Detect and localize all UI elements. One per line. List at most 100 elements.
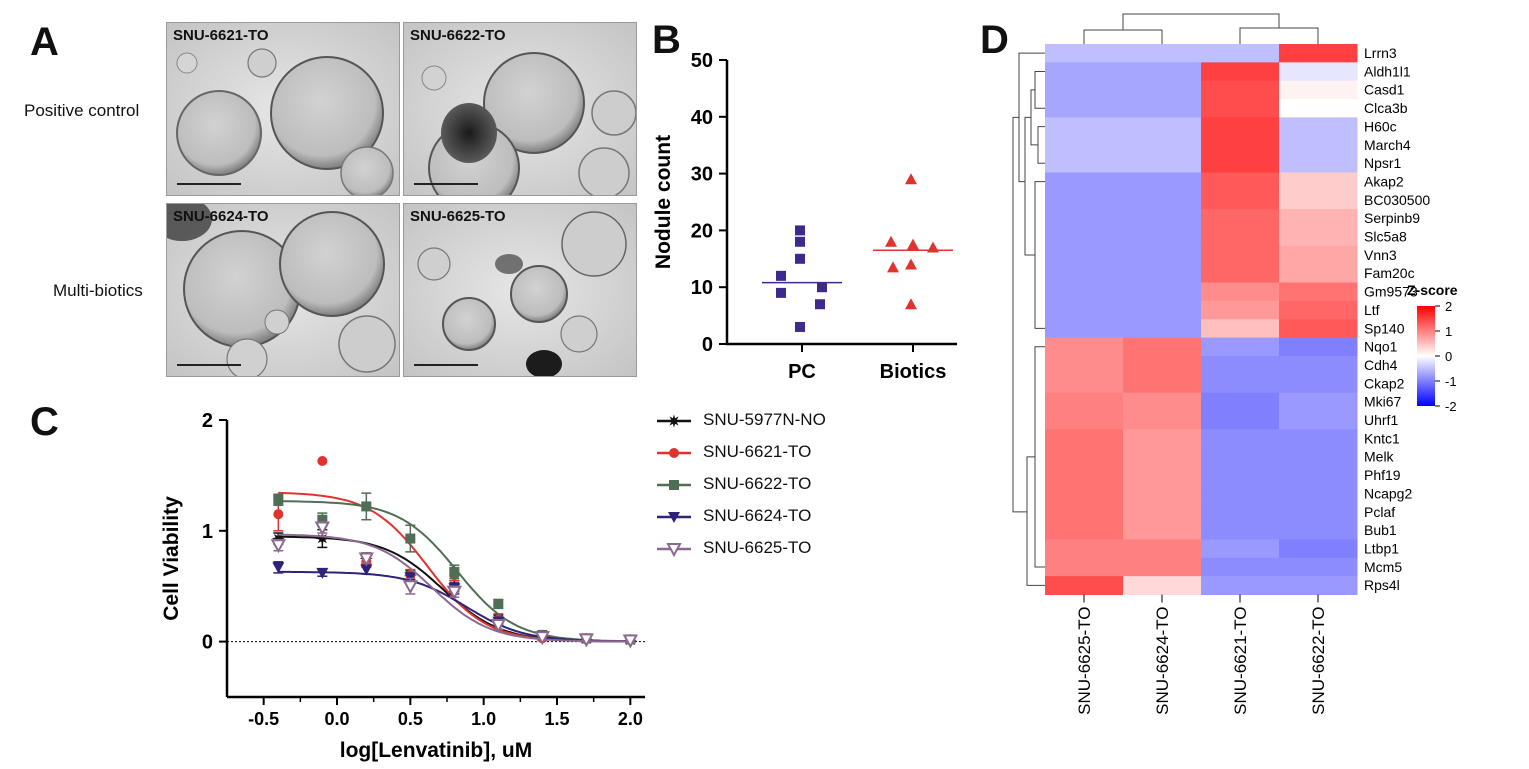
micrograph-snu-6624: SNU-6624-TO — [166, 203, 400, 377]
heatmap-cell — [1279, 44, 1358, 63]
heatmap-cell — [1279, 466, 1358, 485]
x-tick-label: 0.0 — [324, 709, 349, 729]
heatmap-cell — [1279, 80, 1358, 100]
x-tick-label: PC — [788, 361, 816, 383]
organoid-image — [404, 204, 636, 376]
heatmap-cell — [1123, 337, 1202, 357]
data-point — [360, 564, 373, 576]
legend-label: SNU-5977N-NO — [703, 410, 826, 429]
series-snu-6625-to — [270, 521, 639, 649]
heatmap-cell — [1045, 429, 1124, 449]
heatmap-cell — [1123, 392, 1202, 412]
data-point — [578, 633, 595, 648]
data-point — [667, 414, 681, 428]
row-label: Npsr1 — [1364, 155, 1402, 171]
heatmap-cell — [1279, 576, 1358, 595]
heatmap-cell — [1045, 502, 1124, 522]
heatmap-cell — [1045, 374, 1124, 394]
heatmap-cell — [1279, 484, 1358, 504]
heatmap-cell — [1279, 117, 1358, 137]
heatmap-cell — [1045, 466, 1124, 485]
heatmap-cell — [1279, 227, 1358, 247]
legend-tick-label: 0 — [1445, 349, 1452, 364]
data-point — [907, 238, 919, 250]
data-point — [795, 236, 805, 247]
row-label: Lrrn3 — [1364, 45, 1397, 61]
heatmap-cell — [1201, 539, 1280, 559]
heatmap-cell — [1279, 502, 1358, 522]
series-snu-6621-to — [273, 455, 636, 645]
heatmap-cell — [1123, 154, 1202, 173]
heatmap-cell — [1045, 319, 1124, 339]
heatmap-cell — [1279, 209, 1358, 228]
heatmap-cell — [1045, 521, 1124, 540]
organoid-image — [167, 23, 399, 195]
legend-swatch — [657, 414, 691, 428]
heatmap-cell — [1123, 411, 1202, 430]
heatmap-cell — [1045, 62, 1124, 82]
data-point — [905, 258, 917, 270]
data-point — [534, 631, 551, 646]
heatmap-cell — [1123, 300, 1202, 320]
data-point — [493, 598, 504, 609]
heatmap-cell — [1123, 521, 1202, 540]
heatmap-cell — [1045, 447, 1124, 467]
heatmap-cell — [1201, 466, 1280, 485]
heatmap-cell — [1123, 502, 1202, 522]
x-tick-label: 1.5 — [544, 709, 569, 729]
data-point — [666, 543, 682, 558]
legend-label: SNU-6625-TO — [703, 538, 812, 557]
data-point — [669, 480, 679, 490]
y-tick-label: 20 — [691, 220, 713, 242]
data-point — [776, 287, 786, 298]
heatmap-cell — [1279, 337, 1358, 357]
heatmap-cell — [1201, 264, 1280, 284]
data-point — [316, 567, 329, 579]
heatmap-cell — [1045, 576, 1124, 595]
heatmap-cell — [1279, 319, 1358, 339]
legend-label: SNU-6622-TO — [703, 474, 812, 493]
heatmap-cell — [1045, 117, 1124, 137]
heatmap-cell — [1123, 374, 1202, 394]
y-tick-label: 10 — [691, 277, 713, 299]
row-dendrogram — [1018, 52, 1045, 183]
data-point — [449, 566, 460, 577]
y-tick-label: 2 — [202, 410, 213, 432]
row-label: Clca3b — [1364, 100, 1408, 116]
data-point — [446, 585, 463, 600]
micrograph-snu-6625: SNU-6625-TO — [403, 203, 637, 377]
data-point — [273, 509, 284, 520]
row-dendrogram — [1024, 116, 1035, 256]
legend-swatch — [657, 512, 691, 523]
row-label: Bub1 — [1364, 522, 1397, 538]
y-tick-label: 50 — [691, 50, 713, 72]
heatmap-cell — [1123, 99, 1202, 118]
heatmap-cell — [1123, 80, 1202, 100]
heatmap-cell — [1123, 117, 1202, 137]
heatmap-cell — [1045, 154, 1124, 173]
heatmap-cell — [1123, 447, 1202, 467]
scale-bar — [414, 183, 478, 185]
row-dendrogram — [1012, 116, 1027, 513]
heatmap-cell — [1279, 190, 1358, 210]
row-label: Vnn3 — [1364, 247, 1397, 263]
column-label: SNU-6625-TO — [1075, 607, 1094, 715]
y-axis-label: Nodule count — [652, 135, 675, 269]
heatmap-cell — [1201, 154, 1280, 173]
heatmap-cell — [1045, 337, 1124, 357]
legend-title: Z-score — [1407, 282, 1458, 298]
row-label: Mki67 — [1364, 394, 1402, 410]
row-label: Slc5a8 — [1364, 229, 1407, 245]
heatmap-cell — [1201, 172, 1280, 192]
heatmap-cell — [1123, 484, 1202, 504]
micrograph-label: SNU-6625-TO — [410, 208, 506, 225]
data-point — [795, 321, 805, 332]
cell-viability-legend: SNU-5977N-NO SNU-6621-TO SNU-6622-TO SNU-66… — [655, 408, 855, 568]
heatmap-cell — [1123, 282, 1202, 302]
data-point — [795, 253, 805, 264]
heatmap-cell — [1279, 557, 1358, 577]
row-label: Melk — [1364, 449, 1395, 465]
row-label: Ncapg2 — [1364, 485, 1412, 501]
legend-tick-label: -1 — [1445, 374, 1457, 389]
data-point — [358, 552, 375, 567]
